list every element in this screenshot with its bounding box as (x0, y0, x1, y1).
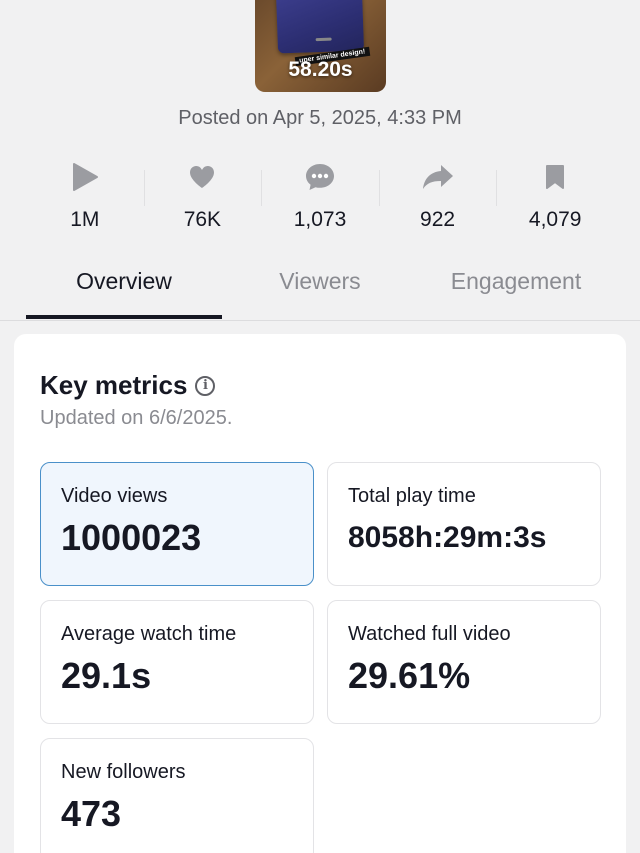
video-duration: 58.20s (288, 58, 353, 81)
metric-label: Video views (61, 485, 168, 507)
metric-label: Average watch time (61, 623, 237, 645)
video-thumbnail[interactable]: uper similar design! 58.20s (255, 0, 386, 92)
metric-video-views[interactable]: Video views 1000023 (40, 462, 314, 586)
metric-label: Watched full video (348, 623, 511, 645)
analytics-tabs: Overview Viewers Engagement (26, 268, 614, 320)
shares-count: 922 (420, 208, 456, 231)
views-count: 1M (70, 208, 100, 231)
metric-new-followers[interactable]: New followers 473 (40, 738, 314, 853)
likes-count: 76K (183, 208, 222, 231)
tab-overview[interactable]: Overview (26, 268, 222, 320)
stat-saves: 4,079 (496, 158, 614, 238)
metric-value: 29.1s (61, 655, 152, 696)
heart-icon (188, 158, 216, 196)
key-metrics-heading: Key metrics (40, 370, 188, 400)
tabs-divider (0, 320, 640, 321)
stat-likes: 76K (143, 158, 262, 238)
tab-viewers[interactable]: Viewers (279, 268, 361, 294)
tab-engagement[interactable]: Engagement (450, 268, 582, 294)
share-arrow-icon (421, 158, 455, 196)
key-metrics-card: Key metrics i Updated on 6/6/2025. Video… (14, 334, 626, 853)
play-icon (71, 158, 99, 196)
stats-row: 1M 76K 1,073 922 4,079 (26, 158, 614, 238)
bookmark-icon (544, 158, 566, 196)
stat-views: 1M (26, 158, 144, 238)
metric-value: 8058h:29m:3s (348, 521, 547, 554)
metric-label: New followers (61, 761, 186, 783)
stat-comments: 1,073 (261, 158, 379, 238)
stat-shares: 922 (378, 158, 497, 238)
key-metrics-title: Key metrics i (40, 370, 216, 401)
comments-count: 1,073 (293, 208, 347, 231)
metric-value: 29.61% (348, 655, 471, 696)
metric-total-play-time[interactable]: Total play time 8058h:29m:3s (327, 462, 601, 586)
updated-date: Updated on 6/6/2025. (40, 407, 233, 429)
comment-icon (304, 158, 336, 196)
posted-date: Posted on Apr 5, 2025, 4:33 PM (178, 107, 462, 129)
metric-average-watch-time[interactable]: Average watch time 29.1s (40, 600, 314, 724)
metric-watched-full-video[interactable]: Watched full video 29.61% (327, 600, 601, 724)
info-icon[interactable]: i (195, 375, 216, 396)
metric-value: 1000023 (61, 517, 202, 558)
metric-label: Total play time (348, 485, 476, 507)
saves-count: 4,079 (528, 208, 582, 231)
metric-value: 473 (61, 793, 122, 834)
thumbnail-phone-image (275, 0, 365, 54)
